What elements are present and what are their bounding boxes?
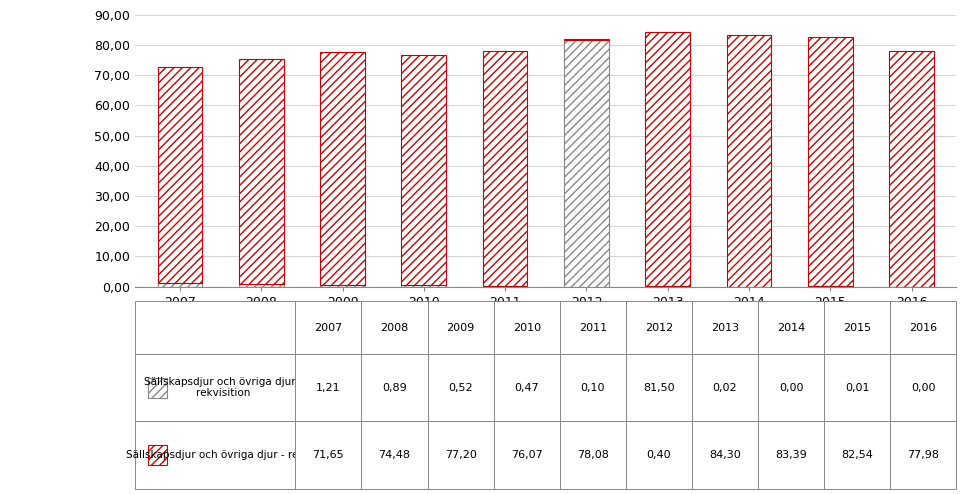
FancyBboxPatch shape: [148, 377, 167, 398]
Bar: [564, 41, 609, 287]
Bar: [320, 285, 365, 287]
Text: 71,65: 71,65: [313, 450, 344, 460]
Bar: [564, 40, 609, 41]
Text: 2016: 2016: [909, 323, 937, 332]
Text: 0,40: 0,40: [646, 450, 671, 460]
Text: 83,39: 83,39: [776, 450, 807, 460]
Text: 0,01: 0,01: [845, 383, 869, 393]
Bar: [402, 55, 446, 285]
Bar: [808, 38, 853, 287]
Text: 2012: 2012: [644, 323, 673, 332]
Text: 2008: 2008: [381, 323, 409, 332]
Text: 2009: 2009: [446, 323, 474, 332]
Bar: [239, 284, 284, 287]
Text: 2011: 2011: [579, 323, 607, 332]
Text: 77,98: 77,98: [907, 450, 939, 460]
Text: 82,54: 82,54: [841, 450, 873, 460]
Bar: [483, 50, 527, 286]
Text: 84,30: 84,30: [709, 450, 741, 460]
Text: 0,52: 0,52: [448, 383, 473, 393]
Bar: [157, 67, 202, 283]
Text: 0,00: 0,00: [911, 383, 935, 393]
Text: 1,21: 1,21: [316, 383, 341, 393]
Text: 76,07: 76,07: [511, 450, 543, 460]
FancyBboxPatch shape: [148, 445, 167, 465]
Text: Sällskapsdjur och övriga djur - recept: Sällskapsdjur och övriga djur - recept: [126, 450, 321, 460]
Bar: [726, 35, 772, 287]
Text: 2010: 2010: [513, 323, 541, 332]
Bar: [402, 285, 446, 287]
Text: 0,10: 0,10: [581, 383, 605, 393]
Bar: [645, 32, 690, 287]
Text: 81,50: 81,50: [643, 383, 674, 393]
Text: 0,02: 0,02: [713, 383, 737, 393]
Text: 0,47: 0,47: [514, 383, 539, 393]
Text: 2007: 2007: [314, 323, 343, 332]
Text: 0,89: 0,89: [383, 383, 407, 393]
Bar: [320, 52, 365, 285]
Text: 77,20: 77,20: [444, 450, 476, 460]
Text: 2014: 2014: [777, 323, 806, 332]
Text: 78,08: 78,08: [577, 450, 609, 460]
Text: 74,48: 74,48: [379, 450, 411, 460]
Bar: [239, 59, 284, 284]
Bar: [157, 283, 202, 287]
Bar: [890, 51, 934, 287]
Text: Sällskapsdjur och övriga djur -
rekvisition: Sällskapsdjur och övriga djur - rekvisit…: [144, 377, 302, 399]
Text: 2015: 2015: [843, 323, 871, 332]
Text: 0,00: 0,00: [779, 383, 804, 393]
Text: 2013: 2013: [711, 323, 739, 332]
